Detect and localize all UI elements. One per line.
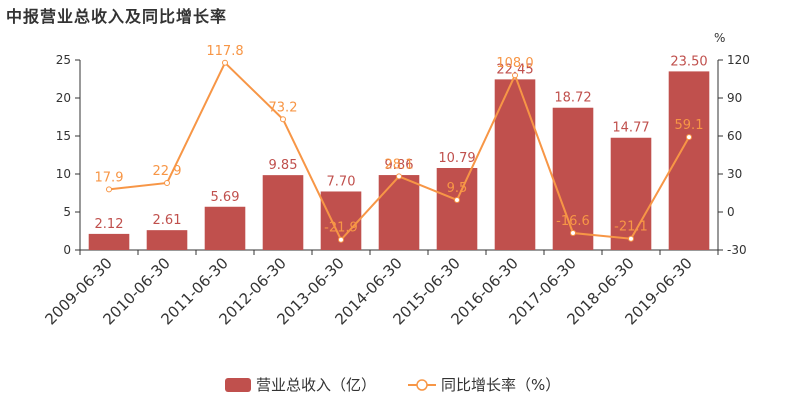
line-point: [570, 230, 576, 237]
line-value-label: 59.1: [675, 118, 704, 133]
y-left-tick-label: 25: [56, 53, 71, 67]
y-right-tick-label: 90: [727, 91, 742, 105]
line-point: [338, 236, 344, 243]
line-value-label: 9.5: [447, 181, 468, 196]
line-point: [106, 186, 112, 193]
line-point: [628, 235, 634, 242]
bar-value-label: 7.70: [327, 174, 356, 189]
y-right-tick-label: 0: [727, 205, 735, 219]
bar-value-label: 10.79: [438, 151, 475, 166]
line-value-label: 73.2: [269, 100, 298, 115]
legend-label-revenue[interactable]: 营业总收入（亿）: [256, 376, 376, 394]
bar-value-label: 9.86: [385, 158, 414, 173]
legend-label-growth[interactable]: 同比增长率（%）: [441, 376, 560, 394]
line-point: [280, 116, 286, 123]
data-labels: 2.12 2.61 5.69 9.85 7.70 9.86 10.79 22.45 18.72 1…: [95, 44, 708, 236]
y-left-tick-label: 20: [56, 91, 71, 105]
y-right-tick-label: 120: [727, 53, 750, 67]
line-value-label: 108.0: [496, 56, 533, 71]
bar: [436, 167, 478, 250]
bar-value-label: 23.50: [670, 54, 707, 69]
line-value-label: -21.9: [324, 221, 358, 236]
legend-swatch-growth-marker[interactable]: [416, 379, 428, 391]
bar: [88, 233, 130, 250]
bar: [262, 175, 304, 250]
y-right-tick-label: 60: [727, 129, 742, 143]
chart-title: 中报营业总收入及同比增长率: [6, 7, 228, 26]
bar: [610, 137, 652, 250]
line-value-label: 17.9: [95, 170, 124, 185]
bar: [378, 175, 420, 250]
y-left-tick-label: 15: [56, 129, 71, 143]
bar-value-label: 2.12: [95, 217, 124, 232]
bar-value-label: 2.61: [153, 213, 182, 228]
y-right-tick-label: -30: [727, 243, 747, 257]
y-left-tick-label: 5: [63, 205, 71, 219]
line-series: [106, 59, 692, 243]
line-point: [222, 59, 228, 66]
line-point: [686, 134, 692, 141]
y-left-tick-label: 0: [63, 243, 71, 257]
line-point: [396, 173, 402, 180]
line-point: [164, 179, 170, 186]
y-left-tick-label: 10: [56, 167, 71, 181]
line-value-label: -21.1: [614, 220, 648, 235]
legend-swatch-revenue[interactable]: [225, 378, 251, 392]
bar: [494, 79, 536, 250]
line-value-label: 28.1: [385, 157, 414, 172]
line-value-label: 117.8: [206, 44, 243, 59]
bar-value-label: 18.72: [554, 91, 591, 106]
line-point: [512, 72, 518, 79]
y-right-tick-label: 30: [727, 167, 742, 181]
bar: [204, 206, 246, 250]
bar-value-label: 14.77: [612, 121, 649, 136]
line-point: [454, 196, 460, 203]
bar: [552, 107, 594, 250]
bar-value-label: 22.45: [496, 62, 533, 77]
line-value-label: 22.9: [153, 164, 182, 179]
bar-value-label: 5.69: [211, 190, 240, 205]
bar-value-label: 9.85: [269, 158, 298, 173]
bar-series: [88, 71, 710, 251]
line-value-label: -16.6: [556, 214, 590, 229]
legend[interactable]: 营业总收入（亿） 同比增长率（%）: [225, 376, 560, 394]
y-right-unit-label: %: [714, 31, 725, 45]
bar: [146, 230, 188, 250]
